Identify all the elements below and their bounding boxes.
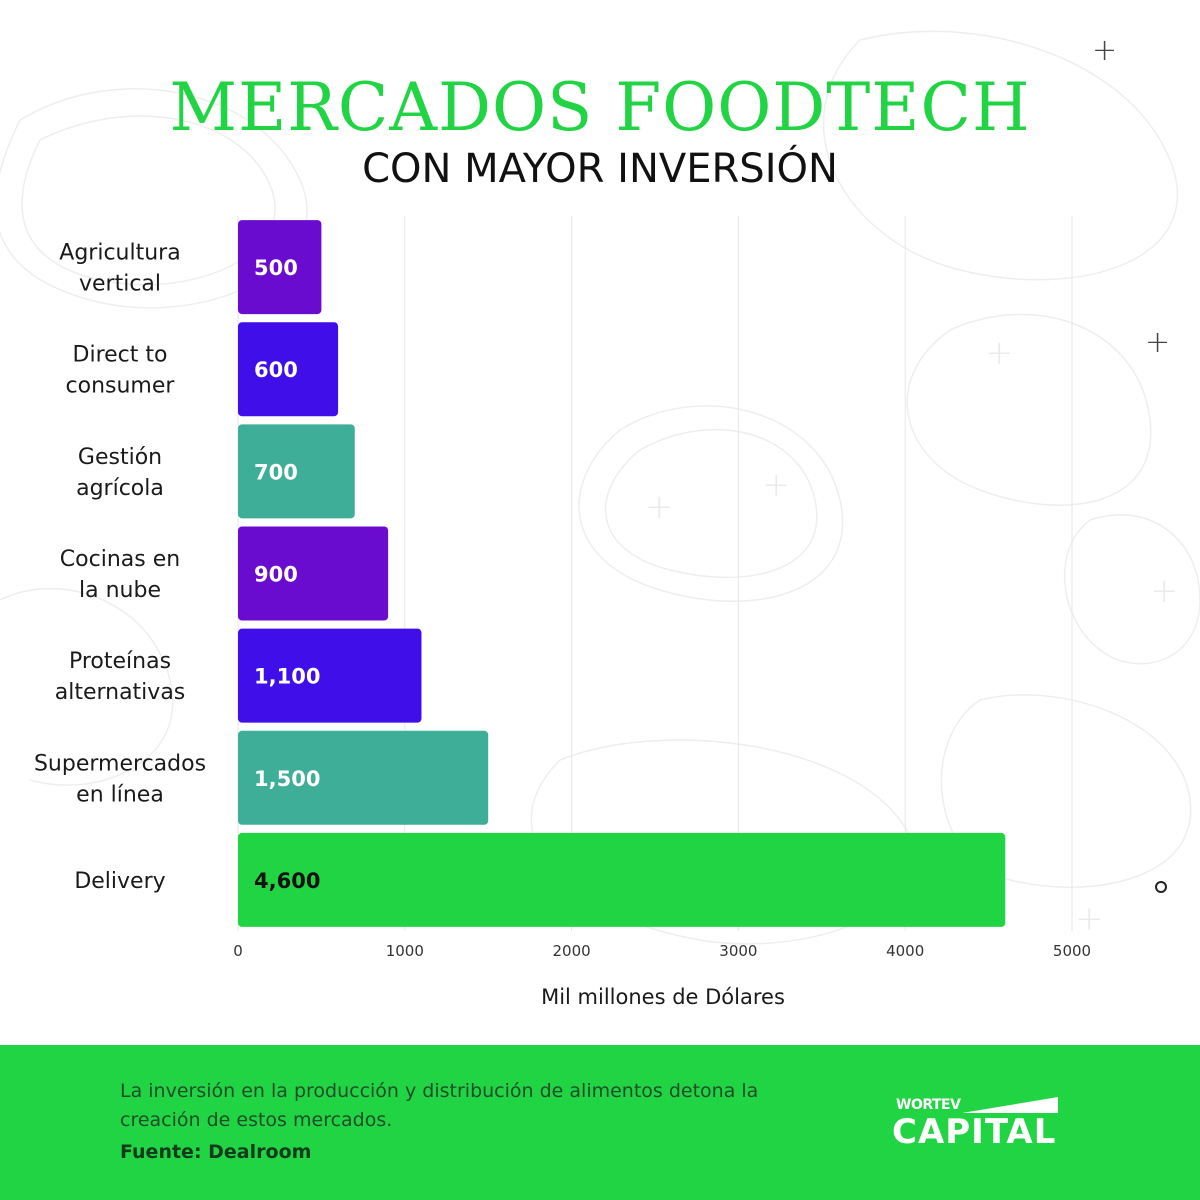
bar — [238, 424, 355, 519]
category-label: Proteínas alternativas — [55, 649, 186, 705]
chart-title: MERCADOS FOODTECH — [169, 69, 1031, 146]
bars: 500 600 700 900 1,100 1,500 4,600 — [238, 220, 1006, 927]
category-label: Gestión agrícola — [76, 445, 164, 501]
plus-decoration-icon: + — [1092, 33, 1118, 68]
logo-wordmark-bottom: CAPITAL — [892, 1112, 1057, 1152]
x-tick-label: 4000 — [886, 942, 924, 960]
footer-description: La inversión en la producción y distribu… — [120, 1080, 759, 1131]
bar-value-label: 500 — [254, 256, 298, 280]
background-contours — [0, 30, 1200, 945]
bar-value-label: 1,500 — [254, 767, 320, 791]
plus-decoration-icon: + — [645, 487, 674, 527]
circle-decoration-icon — [1155, 881, 1167, 893]
x-tick-label: 0 — [233, 942, 243, 960]
category-label-line: Supermercados — [34, 751, 206, 776]
x-tick-label: 5000 — [1053, 942, 1091, 960]
bar — [238, 628, 422, 723]
plus-decoration-icon: + — [762, 465, 791, 505]
bar-value-label: 600 — [254, 358, 298, 382]
category-label-line: agrícola — [76, 476, 164, 501]
x-tick-label: 1000 — [386, 942, 424, 960]
category-label-line: Delivery — [74, 869, 165, 894]
category-labels: Agricultura vertical Direct to consumer Gest… — [34, 241, 206, 894]
bar-value-label: 900 — [254, 563, 298, 587]
bar-value-label: 4,600 — [254, 869, 320, 893]
category-label-line: Agricultura — [59, 241, 180, 266]
x-axis-title: Mil millones de Dólares — [541, 985, 785, 1009]
bar — [238, 730, 489, 825]
plus-decoration-icon: + — [1145, 325, 1171, 360]
category-label: Supermercados en línea — [34, 751, 206, 807]
bar-chart: 500 600 700 900 1,100 1,500 4,600 Agricultura v… — [34, 216, 1091, 1009]
plus-decoration-icon: + — [1150, 571, 1179, 611]
footer-source: Fuente: Dealroom — [120, 1141, 312, 1163]
bar — [238, 220, 322, 315]
x-tick-label: 3000 — [719, 942, 757, 960]
bar — [238, 526, 389, 621]
bar — [238, 322, 339, 417]
chart-subtitle: CON MAYOR INVERSIÓN — [362, 146, 838, 192]
category-label: Agricultura vertical — [59, 241, 180, 297]
category-label-line: Direct to — [73, 343, 168, 368]
logo-ramp-icon — [962, 1097, 1058, 1113]
category-label-line: Proteínas — [69, 649, 171, 674]
plus-decoration-icon: + — [985, 333, 1014, 373]
category-label-line: Gestión — [78, 445, 162, 470]
bar-value-label: 700 — [254, 460, 298, 484]
logo-wordmark-top: WORTEV — [896, 1097, 961, 1113]
category-label-line: consumer — [66, 374, 176, 399]
x-axis-ticks: 0 1000 2000 3000 4000 5000 — [233, 942, 1091, 960]
category-label-line: alternativas — [55, 680, 186, 705]
category-label: Direct to consumer — [66, 343, 176, 399]
category-label-line: vertical — [79, 272, 161, 297]
plus-decoration-icon: + — [1075, 899, 1104, 939]
category-label: Delivery — [74, 869, 165, 894]
category-label-line: en línea — [76, 782, 164, 807]
bar-value-label: 1,100 — [254, 665, 320, 689]
wortev-capital-logo: WORTEV CAPITAL — [892, 1093, 1064, 1155]
bar — [238, 832, 1006, 927]
footer-banner: La inversión en la producción y distribu… — [0, 1045, 1200, 1200]
category-label: Cocinas en la nube — [60, 547, 180, 603]
x-tick-label: 2000 — [553, 942, 591, 960]
category-label-line: la nube — [79, 578, 161, 603]
category-label-line: Cocinas en — [60, 547, 180, 572]
